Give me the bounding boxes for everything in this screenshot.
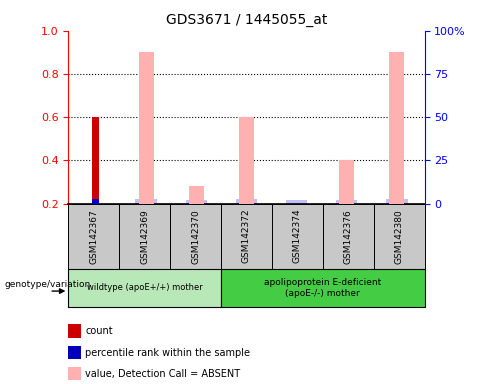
Bar — [189, 186, 204, 204]
Bar — [386, 199, 407, 204]
Text: count: count — [85, 326, 113, 336]
Text: GSM142380: GSM142380 — [395, 209, 404, 263]
Text: wildtype (apoE+/+) mother: wildtype (apoE+/+) mother — [87, 283, 203, 293]
Text: GSM142376: GSM142376 — [344, 209, 353, 263]
Bar — [339, 161, 354, 204]
Bar — [389, 52, 405, 204]
Text: value, Detection Call = ABSENT: value, Detection Call = ABSENT — [85, 369, 241, 379]
Bar — [239, 117, 254, 204]
Bar — [286, 200, 307, 204]
Text: apolipoprotein E-deficient
(apoE-/-) mother: apolipoprotein E-deficient (apoE-/-) mot… — [264, 278, 382, 298]
Bar — [336, 200, 357, 204]
Text: GSM142369: GSM142369 — [140, 209, 149, 263]
Text: GSM142374: GSM142374 — [293, 209, 302, 263]
Title: GDS3671 / 1445055_at: GDS3671 / 1445055_at — [166, 13, 327, 27]
Text: genotype/variation: genotype/variation — [5, 280, 91, 289]
Bar — [185, 200, 207, 204]
Bar — [92, 117, 100, 204]
Bar — [139, 52, 154, 204]
Bar — [136, 199, 157, 204]
Text: percentile rank within the sample: percentile rank within the sample — [85, 348, 250, 358]
Bar — [92, 199, 100, 204]
Text: GSM142370: GSM142370 — [191, 209, 200, 263]
Bar — [236, 199, 257, 204]
Text: GSM142367: GSM142367 — [89, 209, 98, 263]
Text: GSM142372: GSM142372 — [242, 209, 251, 263]
